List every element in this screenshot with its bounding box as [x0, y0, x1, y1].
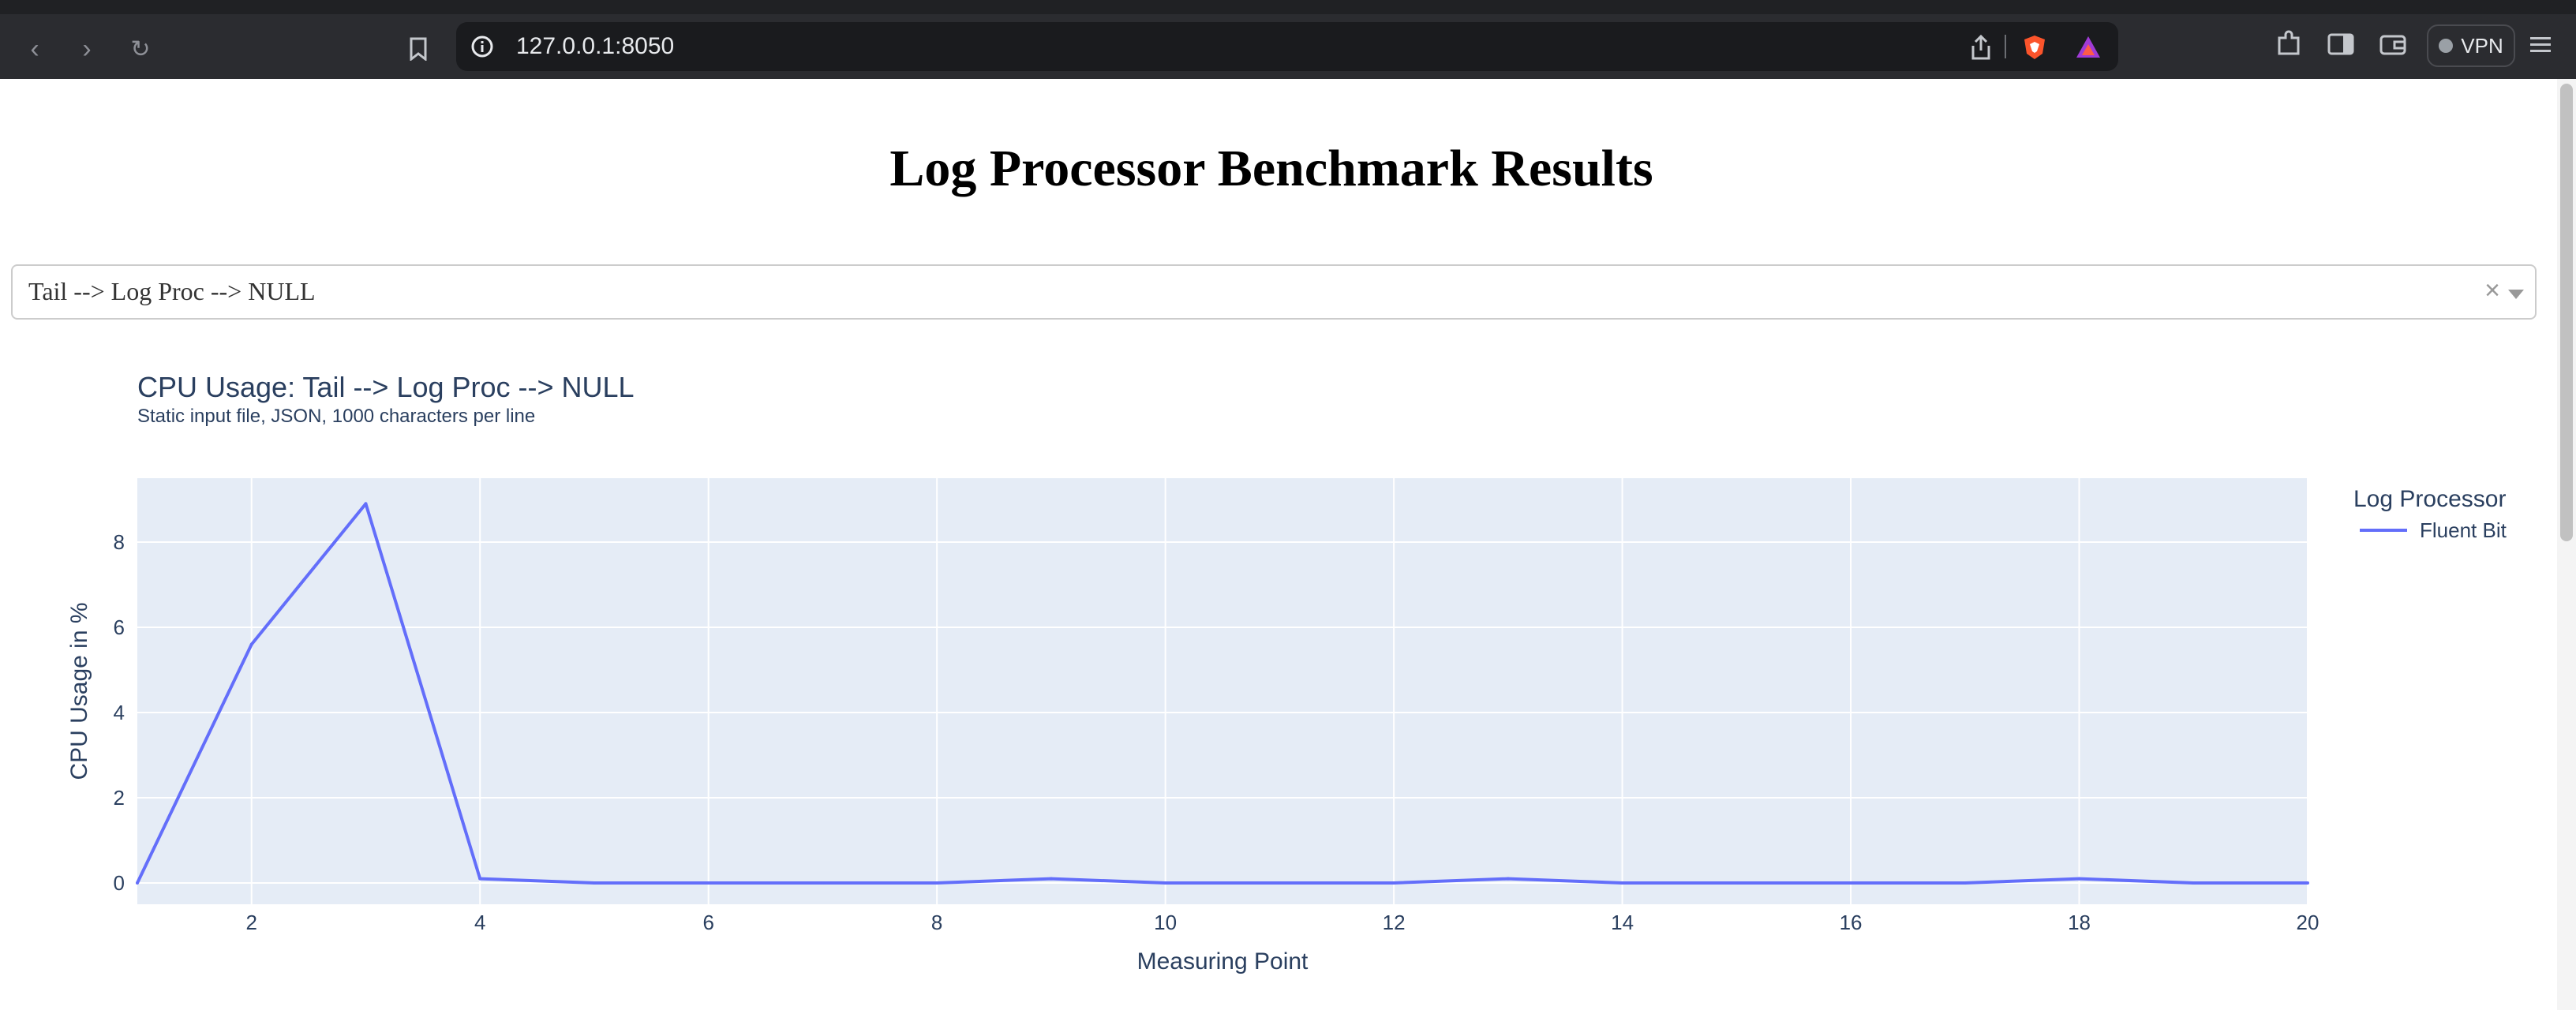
x-tick-label: 6 [702, 911, 713, 934]
data-point [2306, 881, 2309, 885]
chevron-down-icon[interactable] [2508, 290, 2524, 299]
data-point [1735, 881, 1739, 885]
scenario-dropdown[interactable]: Tail --> Log Proc --> NULL × [11, 264, 2537, 320]
data-point [1963, 881, 1967, 885]
vpn-label: VPN [2461, 33, 2503, 58]
data-point [364, 502, 368, 506]
back-icon[interactable]: ‹ [30, 33, 39, 64]
x-tick-label: 10 [1154, 911, 1177, 934]
browser-toolbar: ‹ › ↻ 127.0.0.1:8050 VPN [0, 14, 2576, 79]
x-tick-label: 16 [1840, 911, 1863, 934]
data-point [249, 642, 253, 646]
site-info-icon[interactable] [470, 35, 494, 58]
page-scrollbar[interactable] [2557, 79, 2576, 1010]
vpn-button[interactable]: VPN [2427, 24, 2515, 67]
reload-icon[interactable]: ↻ [130, 36, 151, 62]
sidebar-icon[interactable] [2325, 28, 2357, 60]
x-tick-label: 12 [1383, 911, 1406, 934]
wallet-icon[interactable] [2377, 28, 2409, 60]
x-axis-label: Measuring Point [1137, 948, 1309, 974]
data-point [2192, 881, 2196, 885]
y-tick-label: 8 [114, 530, 125, 554]
forward-icon[interactable]: › [82, 33, 92, 64]
brave-rewards-icon[interactable] [2074, 33, 2102, 62]
data-point [1163, 881, 1167, 885]
data-point [1392, 881, 1396, 885]
legend-item-fluent-bit[interactable]: Fluent Bit [2360, 518, 2507, 543]
page-title: Log Processor Benchmark Results [889, 140, 1653, 197]
y-tick-label: 0 [114, 871, 125, 895]
data-point [592, 881, 596, 885]
bookmark-icon[interactable] [399, 30, 437, 68]
chart-title: CPU Usage: Tail --> Log Proc --> NULL [137, 371, 635, 403]
data-point [1506, 877, 1510, 881]
x-tick-label: 8 [931, 911, 942, 934]
y-axis-label: CPU Usage in % [66, 602, 92, 780]
data-point [1849, 881, 1853, 885]
chart-subtitle: Static input file, JSON, 1000 characters… [137, 406, 536, 427]
extensions-icon[interactable] [2273, 28, 2305, 60]
data-point [2077, 877, 2081, 881]
data-point [706, 881, 710, 885]
y-tick-label: 2 [114, 786, 125, 810]
x-tick-label: 18 [2068, 911, 2091, 934]
plot-background [137, 478, 2308, 904]
clear-icon[interactable]: × [2484, 275, 2500, 305]
data-point [478, 877, 482, 881]
data-point [935, 881, 939, 885]
data-point [1620, 881, 1624, 885]
legend-title: Log Processor [2353, 486, 2507, 512]
data-point [136, 881, 139, 885]
url-text[interactable]: 127.0.0.1:8050 [516, 33, 675, 59]
browser-tab-strip [0, 0, 2576, 14]
menu-icon[interactable] [2527, 32, 2554, 58]
cpu-usage-chart: 2 4 6 8 10 12 14 16 18 20 0 2 4 6 8 Measuring Point CPU … [66, 478, 2320, 974]
address-divider [2005, 35, 2006, 58]
dropdown-selected-value: Tail --> Log Proc --> NULL [28, 277, 316, 305]
legend-label: Fluent Bit [2420, 518, 2507, 542]
vpn-status-icon [2439, 39, 2454, 53]
data-point [821, 881, 825, 885]
brave-shield-icon[interactable] [2020, 33, 2049, 62]
x-tick-label: 2 [246, 911, 257, 934]
series-line-fluent-bit [136, 502, 2308, 885]
legend-swatch [2360, 529, 2407, 532]
scrollbar-thumb[interactable] [2560, 84, 2573, 541]
x-tick-label: 20 [2297, 911, 2320, 934]
data-point [1049, 877, 1053, 881]
address-bar[interactable]: 127.0.0.1:8050 [456, 22, 2118, 71]
y-tick-label: 6 [114, 615, 125, 639]
y-tick-label: 4 [114, 701, 125, 724]
data-point [1278, 881, 1282, 885]
share-icon[interactable] [1967, 33, 1995, 62]
x-tick-label: 4 [474, 911, 485, 934]
x-tick-label: 14 [1611, 911, 1634, 934]
